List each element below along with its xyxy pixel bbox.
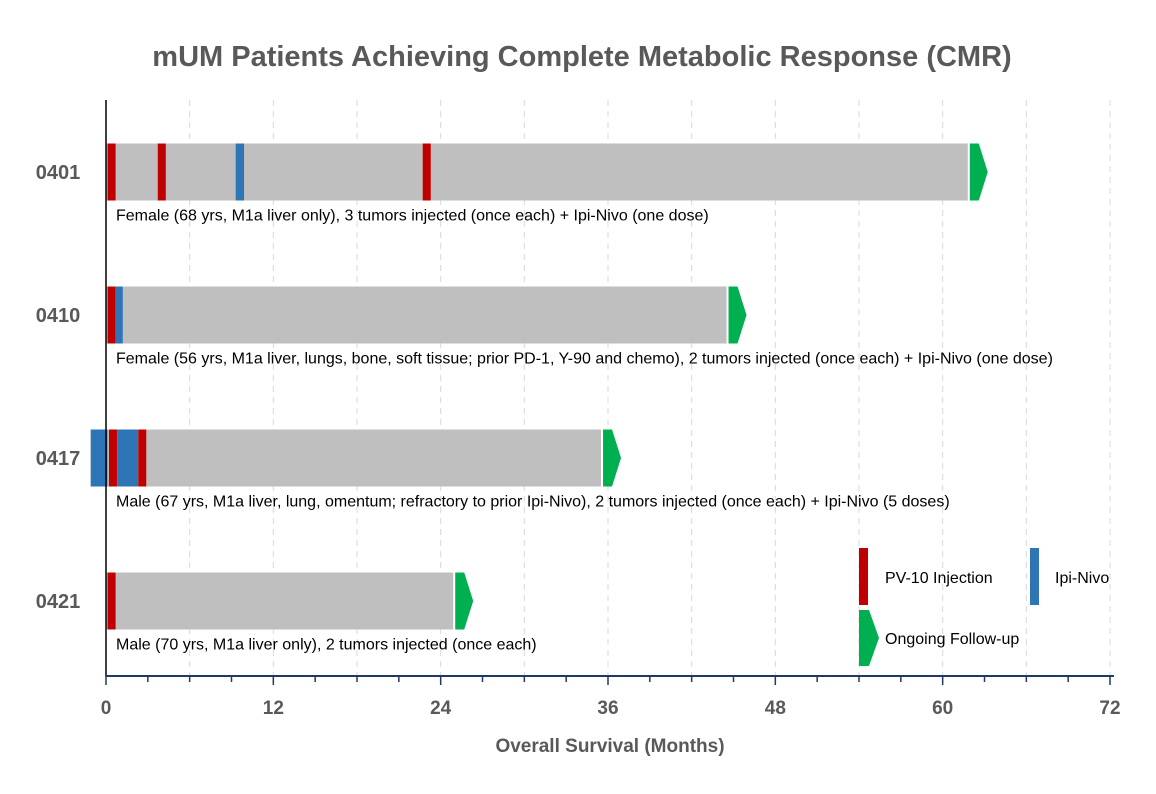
pv10-marker — [138, 429, 147, 487]
x-tick-label: 0 — [101, 698, 112, 719]
legend-pv10-swatch — [859, 548, 868, 605]
legend: PV-10 Injection Ipi-Nivo Ongoing Follow-… — [859, 548, 1109, 666]
patient-description: Male (70 yrs, M1a liver only), 2 tumors … — [116, 637, 537, 654]
patient-description: Male (67 yrs, M1a liver, lung, omentum; … — [116, 494, 950, 511]
chart-title: mUM Patients Achieving Complete Metaboli… — [152, 41, 1011, 73]
pv10-marker — [157, 143, 166, 201]
patient-description: Female (56 yrs, M1a liver, lungs, bone, … — [116, 351, 1053, 368]
patient-row-0410: 0410 Female (56 yrs, M1a liver, lungs, bo… — [36, 286, 1053, 368]
legend-ipi-swatch — [1030, 548, 1039, 605]
patient-description: Female (68 yrs, M1a liver only), 3 tumor… — [116, 208, 709, 225]
followup-arrow — [455, 572, 474, 630]
patient-row-0417: 0417 Male (67 yrs, M1a liver, lung, oment… — [36, 429, 950, 511]
x-tick-label: 36 — [597, 698, 618, 719]
survival-bar — [106, 143, 968, 201]
x-tick-label: 24 — [430, 698, 452, 719]
patient-row-0421: 0421 Male (70 yrs, M1a liver only), 2 tum… — [36, 572, 537, 654]
pv10-marker — [107, 572, 116, 630]
pv10-marker — [107, 286, 116, 344]
survival-bar — [106, 572, 454, 630]
x-tick-label: 60 — [932, 698, 953, 719]
pv10-marker — [108, 429, 117, 487]
x-tick-label: 48 — [765, 698, 786, 719]
legend-pv10-label: PV-10 Injection — [885, 570, 993, 587]
patient-id-label: 0417 — [36, 448, 81, 470]
x-tick-label: 72 — [1099, 698, 1120, 719]
patient-row-0401: 0401 Female (68 yrs, M1a liver only), 3 t… — [36, 143, 988, 225]
axes — [105, 100, 1114, 685]
survival-bar — [106, 286, 727, 344]
x-tick-label: 12 — [263, 698, 284, 719]
bars: 0401 Female (68 yrs, M1a liver only), 3 t… — [36, 143, 1053, 654]
legend-followup-label: Ongoing Follow-up — [885, 631, 1019, 648]
legend-ipi-label: Ipi-Nivo — [1055, 570, 1109, 587]
ipi-nivo-marker — [235, 143, 245, 201]
patient-id-label: 0410 — [36, 305, 81, 327]
pv10-marker — [422, 143, 431, 201]
followup-arrow — [728, 286, 747, 344]
ipi-nivo-marker — [117, 429, 139, 487]
x-axis-title: Overall Survival (Months) — [495, 736, 724, 757]
ipi-nivo-marker — [115, 286, 123, 344]
x-tick-labels: 0 12 24 36 48 60 72 — [101, 698, 1121, 719]
followup-arrow — [969, 143, 988, 201]
followup-arrow — [603, 429, 622, 487]
pv10-marker — [107, 143, 116, 201]
ipi-nivo-marker — [90, 429, 108, 487]
survival-bar — [106, 429, 602, 487]
patient-id-label: 0401 — [36, 162, 81, 184]
grid-lines — [189, 100, 1111, 676]
legend-followup-arrow — [859, 610, 879, 666]
patient-id-label: 0421 — [36, 591, 81, 613]
